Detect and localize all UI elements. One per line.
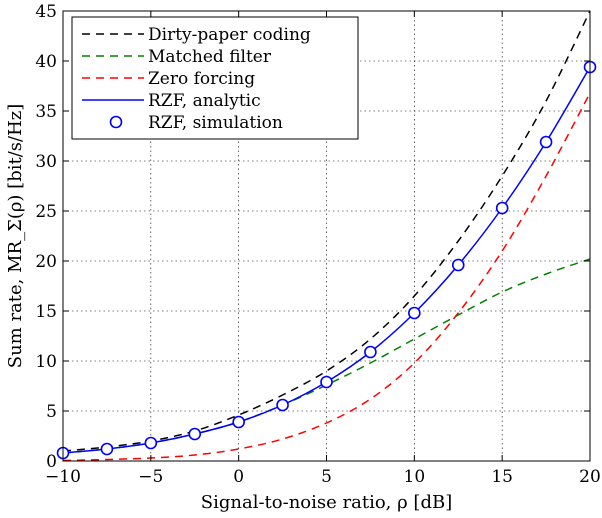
rzf-simulation-point <box>188 427 202 441</box>
x-tick-label: 0 <box>233 467 244 487</box>
rzf-simulation-point <box>495 201 509 215</box>
y-tick-label: 15 <box>35 302 57 322</box>
rzf-simulation-point <box>451 258 465 272</box>
matched-filter-legend-label: Matched filter <box>148 47 272 67</box>
rzf-analytic-legend-label: RZF, analytic <box>148 91 261 111</box>
rzf-simulation-point <box>100 442 114 456</box>
y-tick-label: 45 <box>35 2 57 22</box>
x-tick-label: 20 <box>579 467 601 487</box>
x-tick-label: 10 <box>404 467 426 487</box>
x-tick-label: −10 <box>45 467 81 487</box>
x-tick-label: −5 <box>138 467 163 487</box>
y-axis-label: Sum rate, MR_Σ(ρ) [bit/s/Hz] <box>5 104 26 369</box>
rzf-simulation-point <box>232 415 245 429</box>
x-tick-label: 15 <box>491 467 513 487</box>
rzf-simulation-point <box>408 306 421 320</box>
dirty-paper-coding-legend-label: Dirty-paper coding <box>148 25 311 45</box>
ticks: −10 −5 0 5 10 15 20 0 5 10 15 20 25 30 35 40 45 <box>35 2 600 487</box>
y-tick-label: 25 <box>35 202 57 222</box>
y-tick-label: 10 <box>35 352 57 372</box>
rzf-simulation-point <box>364 345 377 359</box>
x-axis-label: Signal-to-noise ratio, ρ [dB] <box>201 492 452 513</box>
zero-forcing-legend-label: Zero forcing <box>148 69 255 89</box>
y-tick-label: 30 <box>35 152 57 172</box>
rzf-simulation-point <box>539 135 553 149</box>
rzf-simulation-legend-label: RZF, simulation <box>148 113 283 133</box>
y-tick-label: 40 <box>35 52 57 72</box>
y-tick-label: 20 <box>35 252 57 272</box>
matched-filter-line <box>62 258 591 454</box>
rzf-simulation-point <box>276 398 289 412</box>
series-group <box>56 10 597 462</box>
rzf-simulation-point <box>144 436 158 450</box>
y-tick-label: 0 <box>46 452 57 472</box>
y-tick-label: 35 <box>35 102 57 122</box>
rzf-simulation-point <box>320 375 333 389</box>
y-tick-label: 5 <box>46 402 57 422</box>
rzf-simulation-legend-marker <box>109 115 123 129</box>
x-tick-label: 5 <box>321 467 332 487</box>
